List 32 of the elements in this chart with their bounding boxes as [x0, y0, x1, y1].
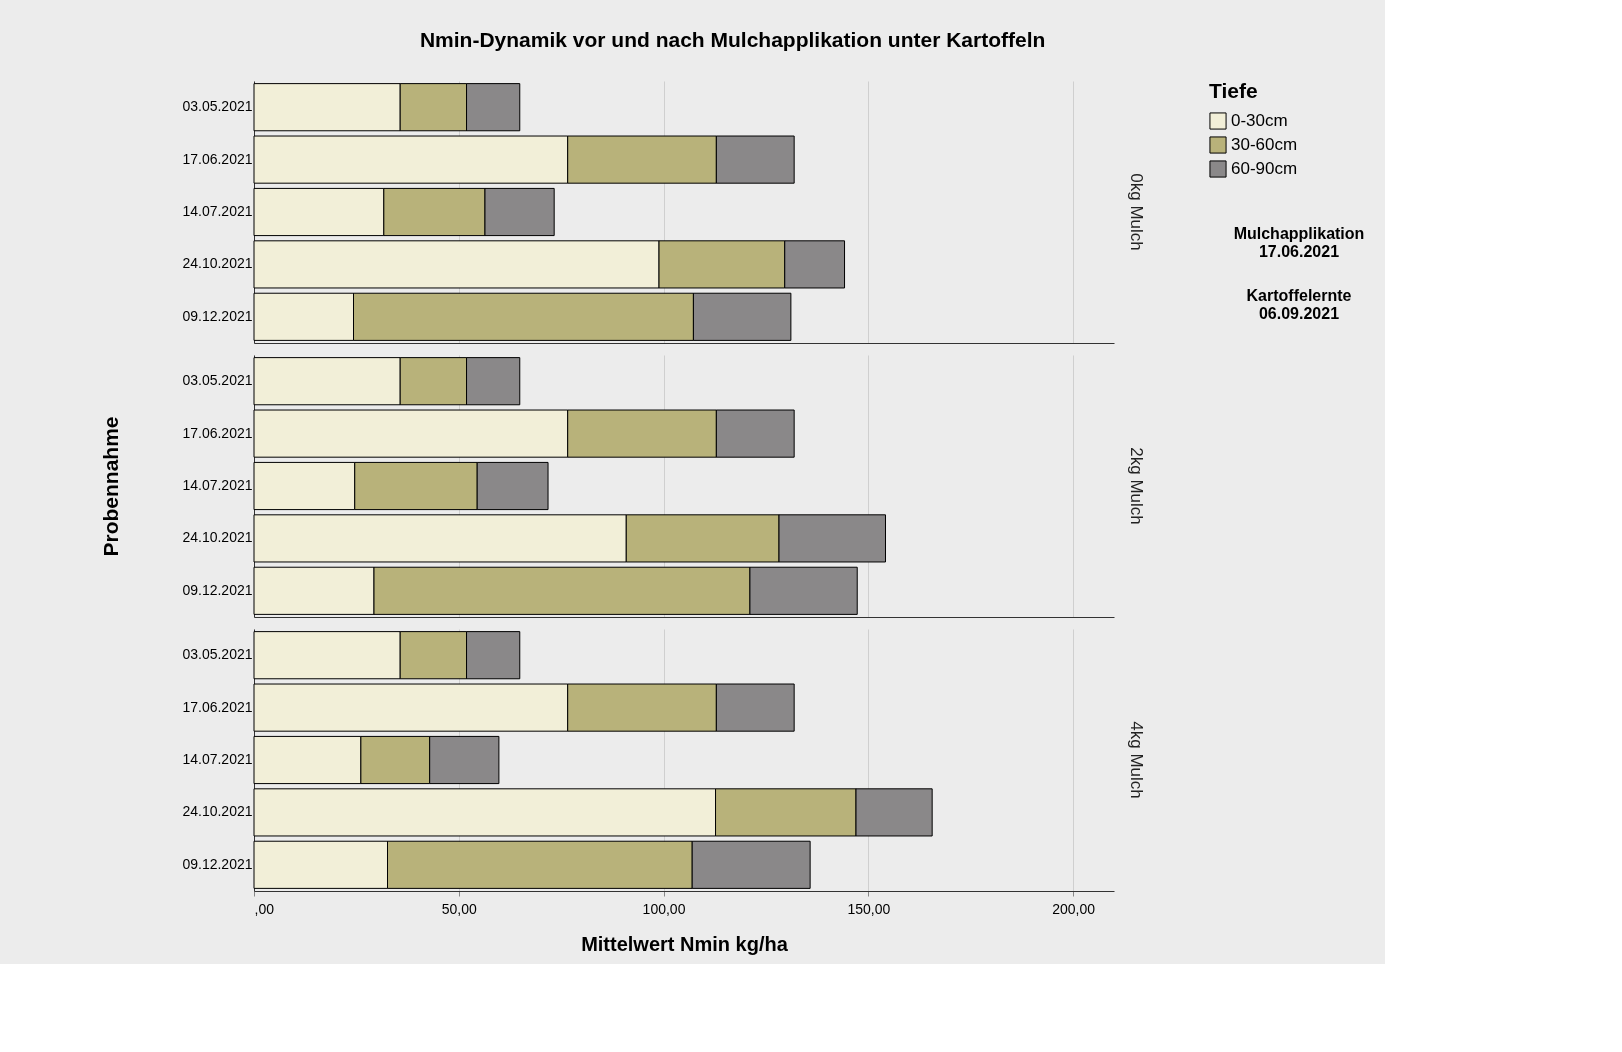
y-tick-label: 03.05.2021 [182, 372, 253, 389]
y-tick-label: 24.10.2021 [182, 255, 253, 272]
x-axis-title: Mittelwert Nmin kg/ha [581, 932, 789, 955]
x-tick-label: 200,00 [1052, 900, 1096, 917]
y-axis-title: Probennahme [99, 416, 123, 557]
y-tick-label: 14.07.2021 [182, 203, 253, 219]
x-tick-label: 100,00 [642, 900, 686, 917]
y-tick-label: 09.12.2021 [182, 855, 253, 872]
x-tick-label: 50,00 [441, 900, 477, 917]
y-tick-label: 17.06.2021 [182, 698, 253, 715]
y-tick-label: 09.12.2021 [182, 581, 253, 598]
x-tick-label: 150,00 [847, 900, 891, 917]
x-tick-label: ,00 [254, 900, 275, 917]
y-tick-label: 03.05.2021 [182, 98, 253, 115]
y2-axis-title: 2kg Mulch [1127, 447, 1146, 525]
legend-label: 0-30cm [1231, 111, 1288, 130]
legend-label: 60-90cm [1231, 159, 1298, 178]
text: Mulchapplikation 17.06.2021 [1233, 225, 1365, 260]
y2-axis-title: 0kg Mulch [1127, 173, 1146, 251]
y-tick-label: 03.05.2021 [182, 646, 253, 663]
y-tick-label: 17.06.2021 [182, 424, 253, 441]
y-tick-label: 14.07.2021 [182, 477, 253, 493]
y-tick-label: 17.06.2021 [182, 150, 253, 167]
y-tick-label: 24.10.2021 [182, 529, 253, 546]
legend-title: Tiefe [1209, 79, 1258, 102]
y-tick-label: 14.07.2021 [182, 751, 253, 767]
legend-label: 30-60cm [1231, 135, 1298, 154]
chart-title: Nmin-Dynamik vor und nach Mulchapplikation unter Kartoffeln [419, 28, 1046, 51]
y2-axis-title: 4kg Mulch [1127, 721, 1146, 799]
y-tick-label: 24.10.2021 [182, 803, 253, 820]
text: Kartoffelernte 06.09.2021 [1246, 287, 1352, 322]
y-tick-label: 09.12.2021 [182, 307, 253, 324]
